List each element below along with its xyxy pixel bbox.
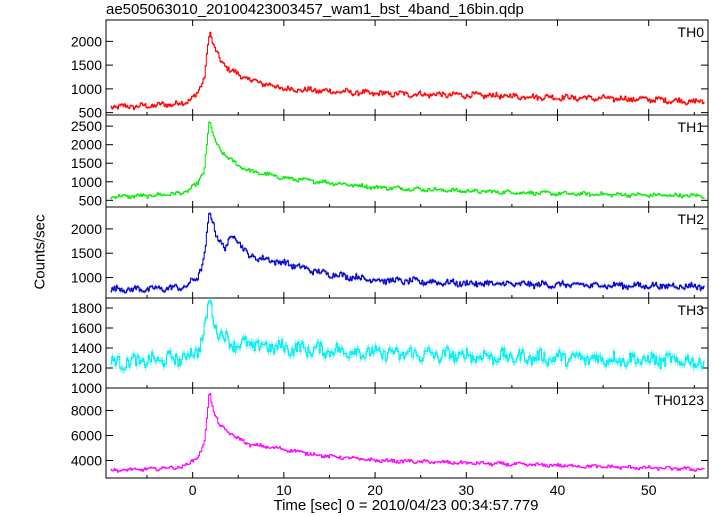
- y-tick-label: 1200: [71, 360, 102, 376]
- chart-title: ae505063010_20100423003457_wam1_bst_4ban…: [106, 1, 524, 18]
- series-label-th3: TH3: [678, 302, 705, 318]
- x-tick-label: 0: [189, 482, 197, 498]
- y-tick-label: 1500: [71, 57, 102, 73]
- panel-frame-th0123: [105, 387, 709, 479]
- series-line-th0123: [110, 393, 705, 473]
- series-line-th2: [110, 213, 705, 293]
- x-tick-label: 10: [276, 482, 292, 498]
- y-tick-label: 2500: [71, 118, 102, 134]
- series-label-th0123: TH0123: [654, 392, 704, 408]
- x-tick-label: 20: [367, 482, 383, 498]
- x-tick-label: 50: [641, 482, 657, 498]
- y-tick-label: 500: [79, 192, 103, 208]
- y-tick-label: 500: [79, 105, 103, 121]
- series-errorbars-th1: [110, 121, 705, 200]
- y-tick-label: 1500: [71, 155, 102, 171]
- y-tick-label: 8000: [71, 403, 102, 419]
- x-axis-label: Time [sec] 0 = 2010/04/23 00:34:57.779: [273, 497, 539, 514]
- y-tick-label: 1400: [71, 340, 102, 356]
- y-tick-label: 1000: [71, 380, 102, 396]
- y-tick-label: 1000: [71, 174, 102, 190]
- y-tick-label: 4000: [71, 453, 102, 469]
- series-label-th0: TH0: [678, 24, 705, 40]
- y-tick-label: 1500: [71, 245, 102, 261]
- series-line-th1: [110, 121, 705, 199]
- panel-frame-th3: [105, 297, 709, 389]
- y-tick-label: 2000: [71, 221, 102, 237]
- y-tick-label: 1600: [71, 320, 102, 336]
- series-line-th3: [110, 300, 705, 371]
- y-tick-label: 1800: [71, 300, 102, 316]
- y-tick-label: 1000: [71, 270, 102, 286]
- y-tick-label: 2000: [71, 33, 102, 49]
- y-tick-label: 6000: [71, 428, 102, 444]
- series-errorbars-th2: [110, 212, 705, 295]
- x-tick-label: 30: [458, 482, 474, 498]
- series-label-th1: TH1: [678, 119, 705, 135]
- series-label-th2: TH2: [678, 211, 705, 227]
- series-errorbars-th3: [110, 298, 705, 374]
- y-tick-label: 2000: [71, 137, 102, 153]
- series-line-th0: [110, 32, 705, 110]
- y-tick-label: 1000: [71, 81, 102, 97]
- x-tick-label: 40: [550, 482, 566, 498]
